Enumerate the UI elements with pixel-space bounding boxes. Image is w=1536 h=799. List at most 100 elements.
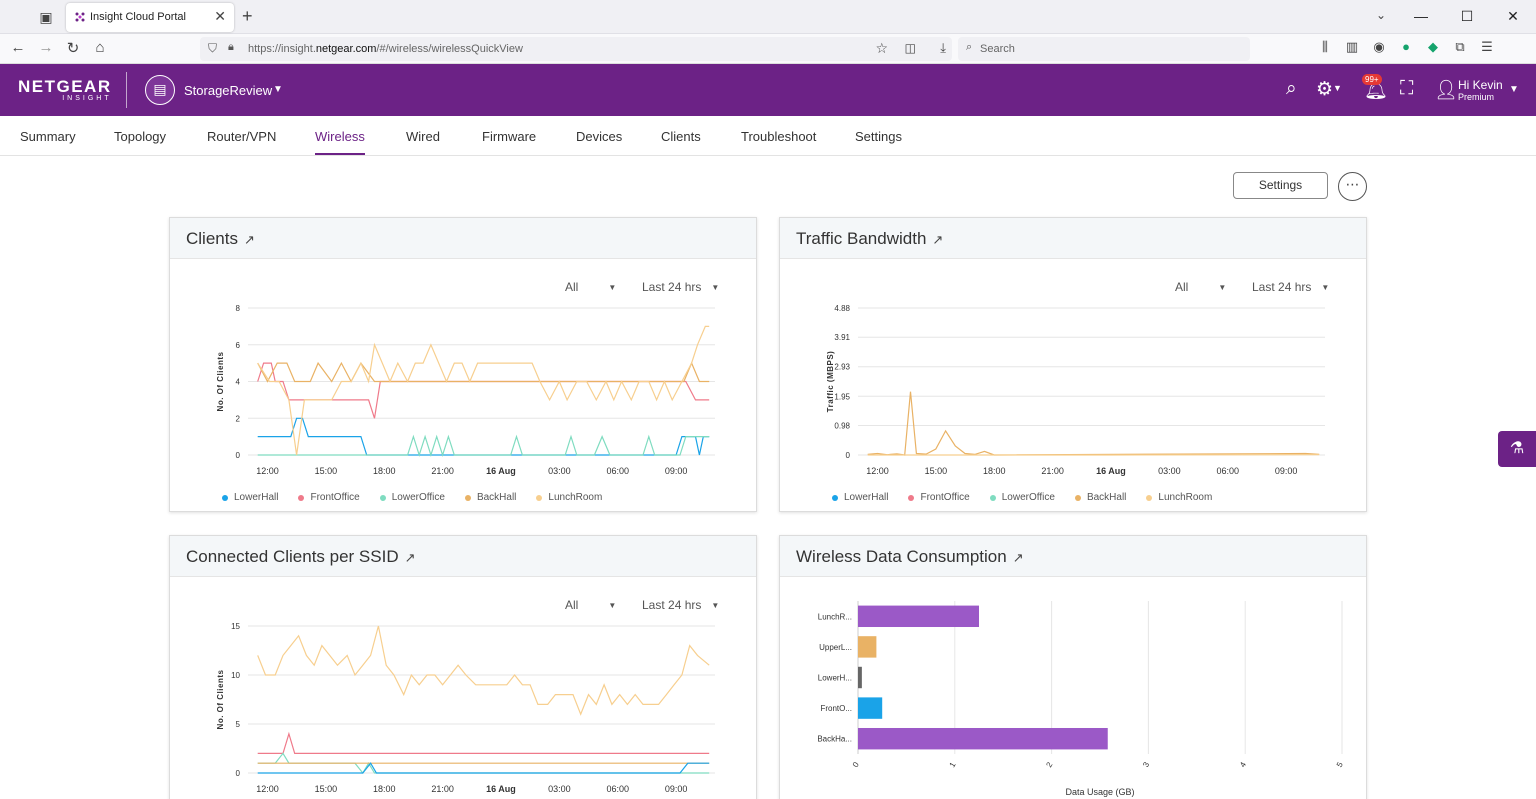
- caret-down-icon: ▼: [608, 601, 617, 610]
- traffic-line-chart: 0 0.98 1.95 2.93 3.91 4.88 12:00 15:00 18:00 21:0…: [826, 304, 1325, 476]
- ssid-time-filter[interactable]: Last 24 hrs ▼: [642, 598, 720, 612]
- forward-icon[interactable]: →: [38, 39, 54, 56]
- legend-label: BackHall: [1086, 492, 1127, 503]
- legend-item-lunchroom[interactable]: LunchRoom: [536, 492, 602, 503]
- minimize-icon[interactable]: —: [1414, 8, 1428, 24]
- legend-item-loweroffice[interactable]: LowerOffice: [379, 492, 445, 503]
- browser-tab[interactable]: Insight Cloud Portal ✕: [66, 3, 234, 32]
- search-bar[interactable]: ⌕ Search: [958, 37, 1250, 61]
- extensions-icon[interactable]: ⧉: [1455, 39, 1465, 54]
- organization-name[interactable]: StorageReview: [184, 83, 273, 98]
- tab-router-vpn[interactable]: Router/VPN: [207, 129, 277, 144]
- account-icon[interactable]: ◉: [1373, 39, 1385, 54]
- series-line-lowerhall: [257, 417, 710, 456]
- tab-topology[interactable]: Topology: [114, 129, 167, 144]
- library-icon[interactable]: ⫼: [1322, 39, 1328, 54]
- lock-icon[interactable]: 🔒︎: [228, 41, 234, 53]
- reload-icon[interactable]: ↻: [66, 40, 80, 57]
- pocket-icon[interactable]: ◫: [904, 41, 916, 55]
- ssid-card-title[interactable]: Connected Clients per SSID ↗: [186, 547, 416, 566]
- lab-flask-icon[interactable]: ⚗: [1498, 431, 1536, 467]
- legend-item-frontoffice[interactable]: FrontOffice: [298, 492, 360, 503]
- close-tab-icon[interactable]: ✕: [214, 8, 226, 24]
- bar-4: [858, 727, 1108, 750]
- search-icon[interactable]: ⌕: [1286, 78, 1297, 99]
- series-line-lowerhall: [257, 762, 710, 774]
- clients-time-filter[interactable]: Last 24 hrs ▼: [642, 280, 720, 294]
- fullscreen-icon[interactable]: ⛶: [1400, 78, 1414, 99]
- legend-label: LowerHall: [844, 492, 889, 503]
- consumption-card-title[interactable]: Wireless Data Consumption ↗: [796, 547, 1024, 566]
- browser-nav-bar: ← → ↻ ⌂ ⛉ 🔒︎ https://insight.netgear.com…: [0, 34, 1536, 64]
- gear-icon[interactable]: ⚙▼: [1316, 79, 1342, 100]
- x-tick-label: 4: [1238, 760, 1248, 769]
- tab-devices[interactable]: Devices: [576, 129, 623, 144]
- user-greeting[interactable]: Hi Kevin: [1458, 78, 1503, 92]
- legend-item-lowerhall[interactable]: LowerHall: [222, 492, 278, 503]
- bookmarks-sidebar-icon[interactable]: ▥: [1345, 39, 1359, 54]
- x-tick-label: 06:00: [606, 466, 629, 476]
- tab-list-icon[interactable]: ▣: [39, 9, 53, 25]
- y-tick-label: 4: [236, 378, 241, 387]
- tab-overflow-chevron-icon[interactable]: ⌄: [1376, 8, 1387, 22]
- external-link-icon[interactable]: ↗: [1012, 550, 1024, 565]
- user-caret-icon[interactable]: ▼: [1509, 84, 1519, 95]
- traffic-ssid-filter[interactable]: All ▼: [1175, 280, 1227, 294]
- tab-clients[interactable]: Clients: [661, 129, 701, 144]
- organization-building-icon[interactable]: ▤: [145, 75, 175, 105]
- clients-card-title[interactable]: Clients ↗: [186, 229, 255, 248]
- traffic-time-filter[interactable]: Last 24 hrs ▼: [1252, 280, 1330, 294]
- grammarly-icon[interactable]: ●: [1402, 39, 1410, 54]
- user-icon[interactable]: 👤︎: [1434, 80, 1459, 101]
- organization-caret-icon[interactable]: ▼: [273, 84, 283, 95]
- series-line-loweroffice: [257, 434, 710, 457]
- ssid-ssid-filter[interactable]: All ▼: [565, 598, 617, 612]
- legend-item-backhall[interactable]: BackHall: [464, 492, 516, 503]
- bar-0: [858, 605, 979, 628]
- legend-item-loweroffice[interactable]: LowerOffice: [989, 492, 1055, 503]
- settings-button[interactable]: Settings: [1233, 172, 1328, 199]
- clients-ssid-filter[interactable]: All ▼: [565, 280, 617, 294]
- tab-wireless[interactable]: Wireless: [315, 129, 365, 155]
- extension-shield-icon[interactable]: ◆: [1428, 39, 1438, 54]
- bookmark-star-icon[interactable]: ☆: [875, 40, 888, 56]
- more-options-icon[interactable]: ⋯: [1338, 172, 1367, 201]
- tab-settings[interactable]: Settings: [855, 129, 902, 144]
- traffic-card-title[interactable]: Traffic Bandwidth ↗: [796, 229, 944, 248]
- clients-card: Clients ↗ All ▼ Last 24 hrs ▼ 0 2 4 6 8 12:00 15:…: [169, 217, 757, 512]
- notification-bell-icon[interactable]: 🔔︎: [1364, 80, 1389, 101]
- tab-summary[interactable]: Summary: [20, 129, 76, 144]
- netgear-logo[interactable]: NETGEAR INSIGHT: [18, 77, 112, 102]
- external-link-icon[interactable]: ↗: [243, 232, 255, 247]
- url-text[interactable]: https://insight.netgear.com/#/wireless/w…: [248, 43, 523, 55]
- tab-troubleshoot[interactable]: Troubleshoot: [741, 129, 817, 144]
- download-icon[interactable]: ⤓: [940, 40, 946, 55]
- close-window-icon[interactable]: ✕: [1507, 8, 1519, 24]
- legend-item-lunchroom[interactable]: LunchRoom: [1146, 492, 1212, 503]
- back-icon[interactable]: ←: [10, 39, 26, 56]
- maximize-icon[interactable]: ☐: [1460, 8, 1474, 24]
- legend-item-lowerhall[interactable]: LowerHall: [832, 492, 888, 503]
- series-line-frontoffice: [257, 362, 710, 419]
- traffic-card: Traffic Bandwidth ↗ All ▼ Last 24 hrs ▼ 0 0.…: [779, 217, 1367, 512]
- external-link-icon[interactable]: ↗: [404, 550, 416, 565]
- menu-icon[interactable]: ☰: [1481, 39, 1493, 54]
- notification-badge: 99+: [1362, 74, 1382, 85]
- legend-dot: [379, 494, 386, 501]
- new-tab-icon[interactable]: +: [242, 6, 253, 26]
- external-link-icon[interactable]: ↗: [932, 232, 944, 247]
- legend-dot: [536, 494, 543, 501]
- x-tick-label: 03:00: [548, 466, 571, 476]
- tab-firmware[interactable]: Firmware: [482, 129, 537, 144]
- url-bar[interactable]: ⛉ 🔒︎ https://insight.netgear.com/#/wirel…: [200, 37, 952, 61]
- x-tick-label: 12:00: [866, 466, 889, 476]
- home-icon[interactable]: ⌂: [95, 39, 105, 56]
- series-line-backhall: [867, 391, 1320, 456]
- browser-tab-bar: ▣ Insight Cloud Portal ✕ + ⌄ — ☐ ✕: [0, 0, 1536, 34]
- legend-item-backhall[interactable]: BackHall: [1074, 492, 1127, 503]
- app-header: NETGEAR INSIGHT ▤ StorageReview ▼ ⌕ ⚙▼ 🔔…: [0, 64, 1536, 116]
- bar-1: [858, 636, 877, 658]
- shield-icon[interactable]: ⛉: [208, 41, 218, 55]
- legend-item-frontoffice[interactable]: FrontOffice: [908, 492, 970, 503]
- tab-wired[interactable]: Wired: [406, 129, 440, 144]
